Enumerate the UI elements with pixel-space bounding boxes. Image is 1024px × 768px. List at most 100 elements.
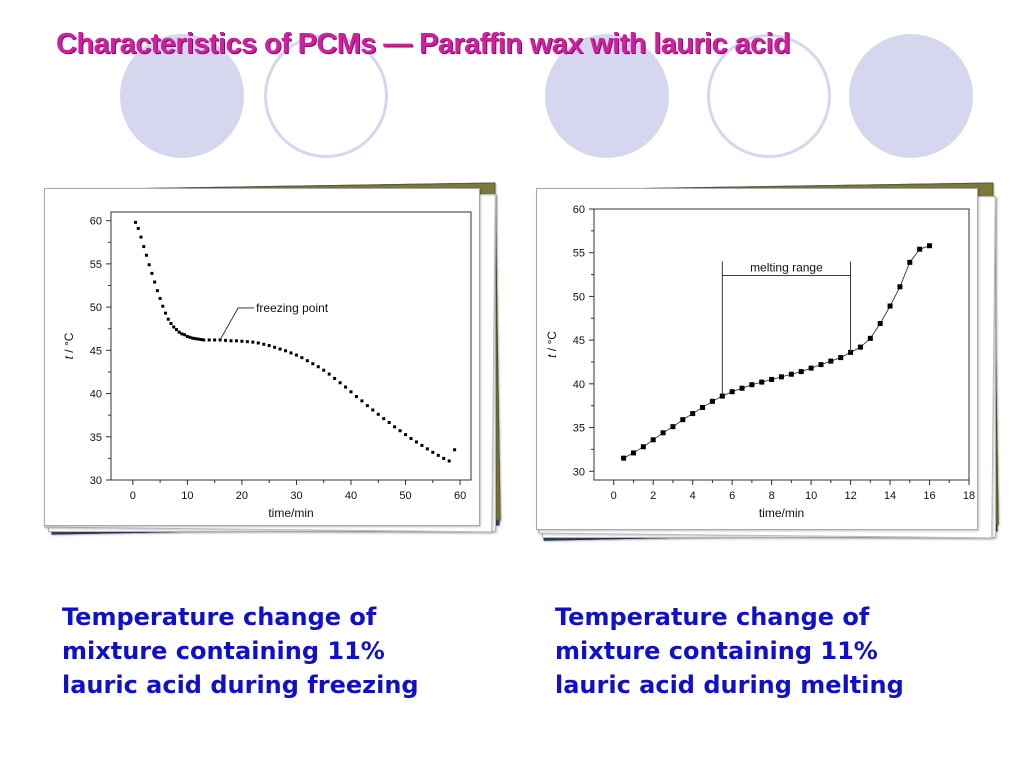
data-point bbox=[155, 289, 159, 293]
data-point bbox=[144, 253, 148, 257]
data-point bbox=[867, 335, 873, 341]
y-tick-label: 35 bbox=[573, 423, 585, 435]
data-point bbox=[224, 338, 228, 342]
data-point bbox=[245, 340, 249, 344]
freezing-chart-frame: 0 10 20 30 40 50 60 30 35 40 45 50 55 60 time/min t / °… bbox=[36, 176, 502, 542]
decor-circle-5 bbox=[849, 34, 973, 158]
data-point bbox=[382, 417, 386, 421]
data-point bbox=[877, 321, 883, 327]
y-tick-label: 55 bbox=[573, 248, 585, 260]
data-point bbox=[387, 421, 391, 425]
data-point bbox=[365, 404, 369, 408]
y-axis-label: t / °C bbox=[545, 331, 559, 358]
data-point bbox=[769, 376, 775, 382]
data-point bbox=[857, 344, 863, 350]
melting-chart: 0 2 4 6 8 10 12 14 16 18 30 35 40 45 50 55 60 time/min t /… bbox=[545, 204, 975, 520]
y-tick-label: 45 bbox=[573, 335, 585, 347]
data-point bbox=[207, 338, 211, 342]
caption-line: lauric acid during freezing bbox=[62, 671, 419, 699]
data-point bbox=[229, 339, 233, 343]
plot-area bbox=[110, 211, 472, 481]
melting-caption: Temperature change of mixture containing… bbox=[555, 600, 995, 702]
annotation-label: freezing point bbox=[256, 301, 329, 315]
x-tick-label: 14 bbox=[884, 490, 896, 502]
data-point bbox=[398, 429, 402, 433]
data-point bbox=[436, 453, 440, 457]
data-point bbox=[371, 408, 375, 412]
y-tick-label: 50 bbox=[573, 291, 585, 303]
data-point bbox=[196, 337, 200, 341]
x-tick-label: 12 bbox=[844, 490, 856, 502]
data-point bbox=[404, 433, 408, 437]
data-point bbox=[169, 322, 173, 326]
data-point bbox=[305, 359, 309, 363]
y-tick-label: 50 bbox=[90, 302, 102, 314]
data-point bbox=[161, 304, 165, 308]
data-point bbox=[147, 263, 151, 267]
decor-circle-3 bbox=[545, 34, 669, 158]
x-tick-label: 4 bbox=[690, 490, 696, 502]
x-tick-label: 6 bbox=[729, 490, 735, 502]
data-point bbox=[621, 455, 627, 461]
data-point bbox=[414, 440, 418, 444]
data-point bbox=[134, 220, 138, 224]
x-axis-label: time/min bbox=[268, 506, 313, 520]
data-point bbox=[700, 404, 706, 410]
data-point bbox=[650, 437, 656, 443]
annotation-leader bbox=[219, 307, 255, 341]
plot-area bbox=[593, 208, 970, 481]
data-point bbox=[354, 395, 358, 399]
y-tick-label: 40 bbox=[90, 389, 102, 401]
data-point bbox=[322, 368, 326, 372]
x-tick-label: 2 bbox=[650, 490, 656, 502]
data-point bbox=[194, 337, 198, 341]
chart-panel: 0 2 4 6 8 10 12 14 16 18 30 35 40 45 50 55 60 time/min t /… bbox=[536, 188, 978, 530]
data-point bbox=[300, 356, 304, 360]
x-tick-label: 60 bbox=[454, 490, 466, 502]
data-point bbox=[278, 347, 282, 351]
data-point bbox=[262, 342, 266, 346]
data-point bbox=[431, 450, 435, 454]
freezing-chart: 0 10 20 30 40 50 60 30 35 40 45 50 55 60 time/min t / °… bbox=[62, 211, 472, 520]
data-point bbox=[788, 371, 794, 377]
data-point bbox=[349, 390, 353, 394]
data-point bbox=[294, 353, 298, 357]
y-tick-label: 60 bbox=[573, 204, 585, 216]
data-point bbox=[273, 345, 277, 349]
data-point bbox=[630, 450, 636, 456]
data-point bbox=[153, 280, 157, 284]
y-tick-label: 45 bbox=[90, 345, 102, 357]
data-point bbox=[917, 246, 923, 252]
data-point bbox=[660, 430, 666, 436]
data-point bbox=[213, 338, 217, 342]
data-point bbox=[749, 382, 755, 388]
data-point bbox=[240, 339, 244, 343]
slide-title: Characteristics of PCMs — Paraffin wax w… bbox=[56, 28, 791, 60]
data-point bbox=[420, 443, 424, 447]
caption-line: mixture containing 11% bbox=[62, 637, 385, 665]
y-tick-label: 40 bbox=[573, 379, 585, 391]
data-point bbox=[670, 424, 676, 430]
data-point bbox=[202, 338, 206, 342]
data-point bbox=[172, 325, 176, 329]
x-tick-label: 20 bbox=[236, 490, 248, 502]
data-point bbox=[828, 358, 834, 364]
data-point bbox=[251, 340, 255, 344]
data-point bbox=[640, 444, 646, 450]
data-point bbox=[808, 365, 814, 371]
data-point bbox=[338, 381, 342, 385]
y-tick-label: 30 bbox=[90, 475, 102, 487]
data-point bbox=[453, 448, 457, 452]
data-point bbox=[199, 338, 203, 342]
annotation-label: melting range bbox=[750, 260, 823, 274]
data-point bbox=[897, 284, 903, 290]
data-point bbox=[164, 311, 168, 315]
x-tick-label: 40 bbox=[345, 490, 357, 502]
data-point bbox=[177, 330, 181, 334]
freezing-caption: Temperature change of mixture containing… bbox=[62, 600, 502, 702]
data-point bbox=[333, 376, 337, 380]
data-point bbox=[188, 335, 192, 339]
caption-line: lauric acid during melting bbox=[555, 671, 904, 699]
data-point bbox=[289, 351, 293, 355]
data-point bbox=[185, 334, 189, 338]
